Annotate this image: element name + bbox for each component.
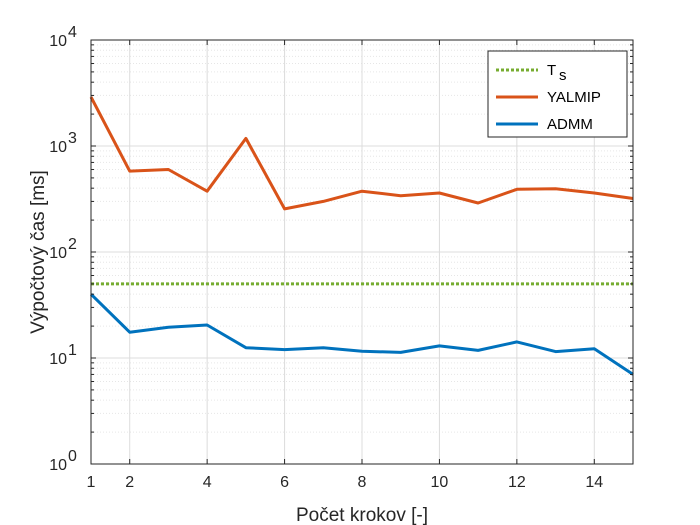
x-tick-label: 2	[125, 474, 134, 491]
y-tick-label: 10	[49, 33, 67, 50]
x-tick-label: 4	[203, 474, 212, 491]
y-tick-label: 10	[49, 139, 67, 156]
x-tick-label: 6	[280, 474, 289, 491]
y-tick-exponent: 3	[68, 130, 77, 147]
y-tick-exponent: 0	[68, 448, 77, 465]
x-tick-label: 1	[87, 474, 96, 491]
x-axis-label: Počet krokov [-]	[296, 505, 428, 525]
series-line-admm	[89, 293, 634, 376]
series-group	[89, 96, 634, 376]
y-tick-exponent: 2	[68, 236, 77, 253]
y-tick-label: 10	[49, 245, 67, 262]
y-tick-exponent: 1	[68, 342, 77, 359]
y-tick-label: 10	[49, 351, 67, 368]
x-tick-label: 12	[508, 474, 526, 491]
x-tick-label: 8	[358, 474, 367, 491]
y-tick-exponent: 4	[68, 24, 77, 41]
x-tick-label: 14	[585, 474, 603, 491]
y-tick-label: 10	[49, 457, 67, 474]
legend-label-admm: ADMM	[547, 116, 593, 133]
y-axis-label: Výpočtový čas [ms]	[28, 170, 49, 334]
legend-label-yalmip: YALMIP	[547, 89, 601, 106]
legend-label-t: T	[547, 62, 556, 79]
series-line-yalmip	[89, 96, 634, 211]
x-tick-label: 10	[431, 474, 449, 491]
legend-label-subscript: s	[559, 67, 567, 84]
